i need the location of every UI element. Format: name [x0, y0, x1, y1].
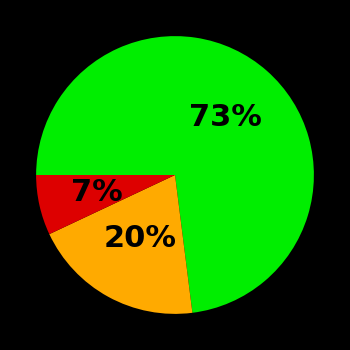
Wedge shape	[36, 175, 175, 234]
Text: 20%: 20%	[104, 224, 177, 253]
Text: 73%: 73%	[189, 103, 262, 132]
Wedge shape	[36, 36, 314, 313]
Text: 7%: 7%	[70, 178, 122, 207]
Wedge shape	[49, 175, 192, 314]
